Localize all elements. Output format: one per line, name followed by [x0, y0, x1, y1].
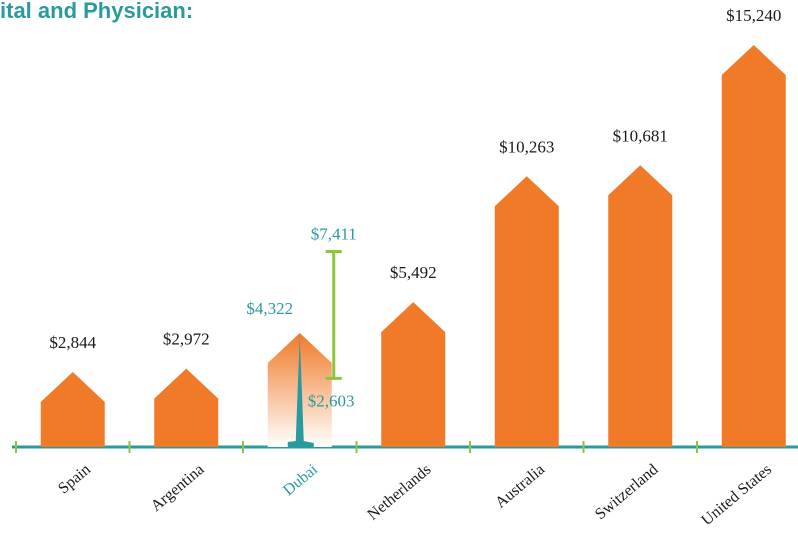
x-tick-label: Spain [55, 461, 94, 497]
range-low-label: $2,603 [308, 391, 355, 410]
value-label: $4,322 [246, 299, 293, 318]
skyline-icon [287, 337, 314, 447]
chart-title: ital and Physician: [0, 0, 193, 23]
x-tick-label: Netherlands [364, 461, 434, 524]
value-label: $2,972 [163, 330, 210, 349]
value-label: $5,492 [390, 263, 437, 282]
bar [608, 165, 673, 447]
value-label: $10,681 [613, 126, 668, 145]
x-tick-label: United States [698, 461, 775, 529]
x-tick-label: Australia [492, 461, 548, 512]
x-tick-label: Argentina [148, 461, 208, 515]
bar [494, 176, 559, 447]
value-label: $2,844 [49, 333, 96, 352]
x-tick-label: Switzerland [592, 461, 661, 523]
value-label: $15,240 [726, 6, 781, 25]
bar [154, 368, 219, 447]
bar [381, 302, 446, 447]
x-tick-label: Dubai [280, 461, 321, 500]
bar [40, 371, 105, 447]
bar [721, 45, 786, 447]
value-label: $10,263 [499, 137, 554, 156]
range-high-label: $7,411 [311, 225, 357, 244]
